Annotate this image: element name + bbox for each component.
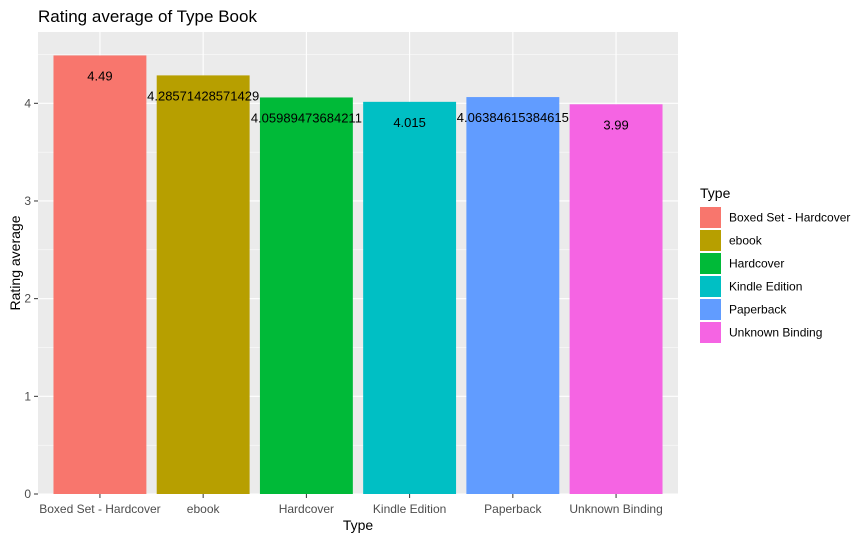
y-tick-label: 4 (24, 96, 31, 110)
bar (259, 97, 353, 494)
legend-label: Boxed Set - Hardcover (729, 211, 850, 225)
chart-title: Rating average of Type Book (38, 7, 257, 26)
data-label: 4.06384615384615 (457, 110, 569, 125)
x-tick-label: Unknown Binding (569, 502, 662, 516)
legend: Type Boxed Set - Hardcover ebook Hardcover… (700, 185, 850, 343)
x-tick-label: Boxed Set - Hardcover (39, 502, 160, 516)
legend-key (700, 207, 721, 228)
legend-label: ebook (729, 234, 763, 248)
y-axis-ticks: 0 1 2 3 4 (24, 96, 38, 501)
legend-key (700, 253, 721, 274)
data-labels: 4.49 4.28571428571429 4.05989473684211 4.01… (87, 68, 628, 132)
legend-key (700, 322, 721, 343)
y-tick-label: 1 (24, 389, 31, 403)
x-axis-ticks: Boxed Set - Hardcover ebook Hardcover Kindl… (39, 494, 663, 516)
legend-key (700, 276, 721, 297)
legend-title: Type (700, 185, 731, 201)
legend-label: Kindle Edition (729, 280, 802, 294)
legend-label: Unknown Binding (729, 326, 822, 340)
bar (363, 101, 457, 494)
x-axis-label: Type (343, 517, 374, 533)
y-tick-label: 0 (24, 487, 31, 501)
bar (156, 75, 250, 494)
legend-items: Boxed Set - Hardcover ebook Hardcover Kindl… (700, 207, 850, 343)
x-tick-label: Hardcover (279, 502, 334, 516)
bar (466, 97, 560, 494)
legend-label: Hardcover (729, 257, 784, 271)
data-label: 4.05989473684211 (251, 110, 362, 125)
data-label: 3.99 (603, 117, 628, 132)
x-tick-label: Kindle Edition (373, 502, 446, 516)
legend-key (700, 230, 721, 251)
data-label: 4.015 (393, 115, 426, 130)
bars (53, 55, 663, 495)
legend-label: Paperback (729, 303, 787, 317)
data-label: 4.49 (87, 68, 112, 83)
x-tick-label: ebook (187, 502, 221, 516)
x-tick-label: Paperback (484, 502, 542, 516)
bar (53, 55, 147, 494)
legend-key (700, 299, 721, 320)
y-tick-label: 3 (24, 194, 31, 208)
bar (569, 104, 663, 495)
y-axis-label: Rating average (7, 215, 23, 310)
y-tick-label: 2 (24, 292, 31, 306)
data-label: 4.28571428571429 (147, 88, 259, 103)
